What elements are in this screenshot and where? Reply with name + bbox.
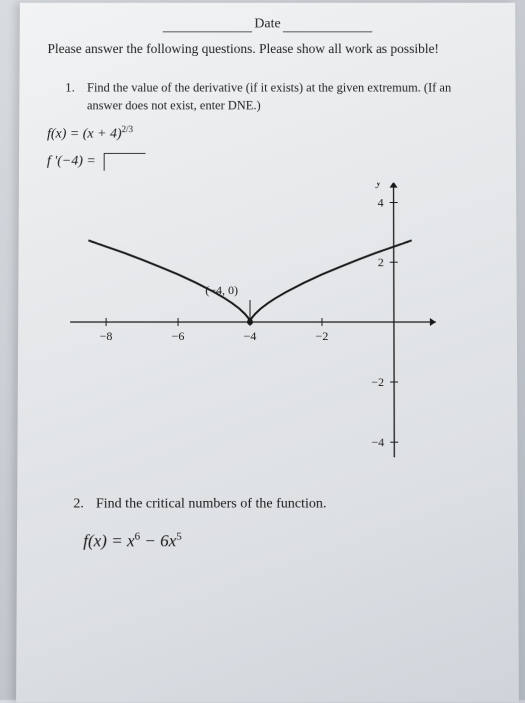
svg-text:−4: −4 — [371, 435, 384, 449]
svg-text:−2: −2 — [371, 375, 384, 389]
svg-text:−6: −6 — [172, 329, 185, 343]
q2-term2-exp: 5 — [176, 531, 182, 543]
q2-term1-base: x — [127, 531, 135, 550]
q2-func-lhs: f(x) = — [83, 531, 127, 550]
svg-text:−4: −4 — [244, 329, 257, 343]
svg-text:4: 4 — [378, 195, 384, 209]
svg-text:(−4, 0): (−4, 0) — [205, 283, 238, 297]
q1-text: Find the value of the derivative (if it … — [87, 80, 486, 115]
question-2: 2. Find the critical numbers of the func… — [73, 494, 490, 551]
q2-number: 2. — [73, 496, 84, 511]
svg-text:−8: −8 — [100, 329, 113, 343]
svg-text:y: y — [375, 183, 382, 189]
svg-text:x: x — [444, 314, 445, 329]
date-header: Date — [48, 17, 488, 33]
date-label: Date — [254, 17, 280, 32]
date-underline-right — [283, 31, 372, 32]
q2-minus: − 6 — [140, 531, 169, 550]
q2-term2-base: x — [169, 531, 177, 550]
instructions-text: Please answer the following questions. P… — [47, 40, 487, 58]
q1-answer-prompt: f '(−4) = — [47, 153, 488, 171]
q1-function: f(x) = (x + 4)2/3 — [47, 124, 488, 142]
q2-text: Find the critical numbers of the functio… — [96, 496, 327, 511]
q1-func-base: (x + 4) — [83, 127, 122, 142]
q1-graph: −8 −6 −4 −2 4 2 −2 −4 x y (−4, 0) — [64, 183, 445, 463]
answer-blank[interactable] — [103, 153, 145, 171]
worksheet-paper: Date Please answer the following questio… — [16, 3, 519, 703]
question-1: 1. Find the value of the derivative (if … — [65, 80, 488, 115]
q1-number: 1. — [65, 80, 83, 96]
q1-answer-label: f '(−4) = — [47, 154, 96, 169]
q1-func-lhs: f(x) = — [47, 127, 83, 142]
graph-svg: −8 −6 −4 −2 4 2 −2 −4 x y (−4, 0) — [64, 183, 445, 463]
svg-text:2: 2 — [378, 255, 384, 269]
q1-func-exp: 2/3 — [122, 124, 133, 134]
date-underline-left — [163, 31, 252, 32]
q2-function: f(x) = x6 − 6x5 — [83, 531, 490, 552]
svg-text:−2: −2 — [316, 329, 329, 343]
